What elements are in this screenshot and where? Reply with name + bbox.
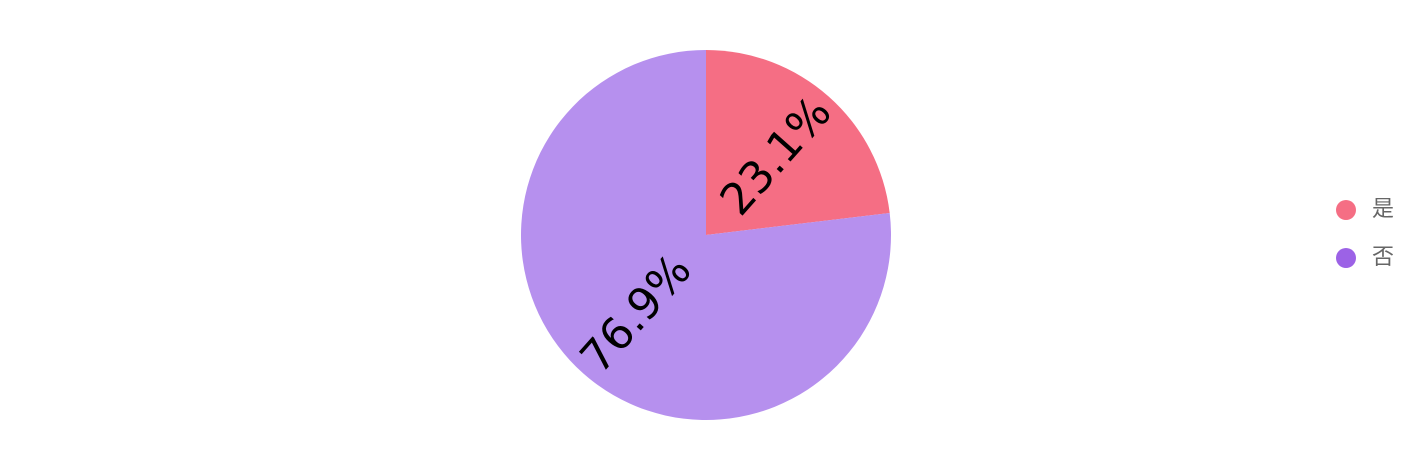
pie-slices	[521, 50, 891, 421]
legend-label-no: 否	[1372, 245, 1395, 270]
legend-swatch-no	[1336, 248, 1356, 268]
pie-slice-yes[interactable]	[706, 50, 890, 235]
legend-item-no[interactable]: 否	[1336, 246, 1394, 270]
legend-label-yes: 是	[1372, 197, 1395, 222]
legend-item-yes[interactable]: 是	[1336, 198, 1394, 222]
legend: 是 否	[1336, 198, 1394, 294]
pie-slice-no[interactable]	[521, 50, 891, 421]
legend-swatch-yes	[1336, 200, 1356, 220]
